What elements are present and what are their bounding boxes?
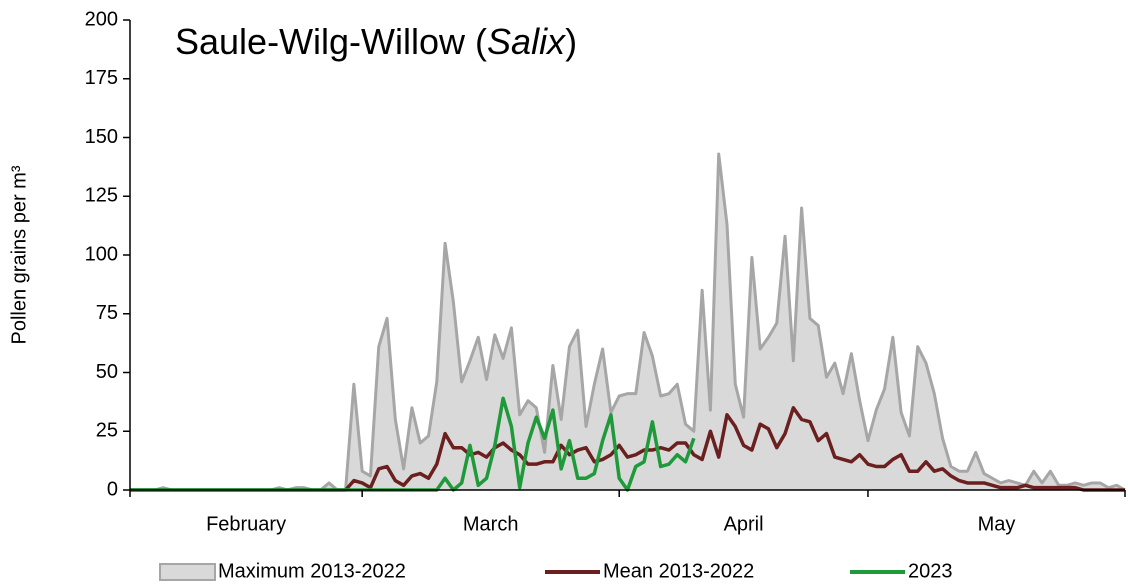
legend-label: 2023 <box>908 560 953 582</box>
title-text: ) <box>565 21 577 62</box>
x-tick-label: February <box>206 513 286 535</box>
y-tick-label: 100 <box>85 243 118 265</box>
y-tick-label: 175 <box>85 67 118 89</box>
y-tick-label: 125 <box>85 185 118 207</box>
y-axis-label: Pollen grains per m³ <box>8 165 30 344</box>
legend-label: Maximum 2013-2022 <box>218 560 406 582</box>
y-tick-label: 200 <box>85 8 118 30</box>
title-text: Saule-Wilg-Willow ( <box>175 21 487 62</box>
y-tick-label: 50 <box>96 361 118 383</box>
x-tick-label: May <box>978 513 1016 535</box>
y-tick-label: 75 <box>96 302 118 324</box>
area <box>130 153 1125 490</box>
y-tick-label: 150 <box>85 126 118 148</box>
chart-title: Saule-Wilg-Willow (Salix) <box>175 21 577 62</box>
legend-label: Mean 2013-2022 <box>603 560 754 582</box>
title-italic: Salix <box>487 21 567 62</box>
x-tick-label: March <box>463 513 519 535</box>
legend-swatch <box>159 563 216 581</box>
y-tick-label: 25 <box>96 420 118 442</box>
area-outline <box>130 152 1126 492</box>
y-tick-label: 0 <box>107 478 118 500</box>
x-tick-label: April <box>724 513 764 535</box>
